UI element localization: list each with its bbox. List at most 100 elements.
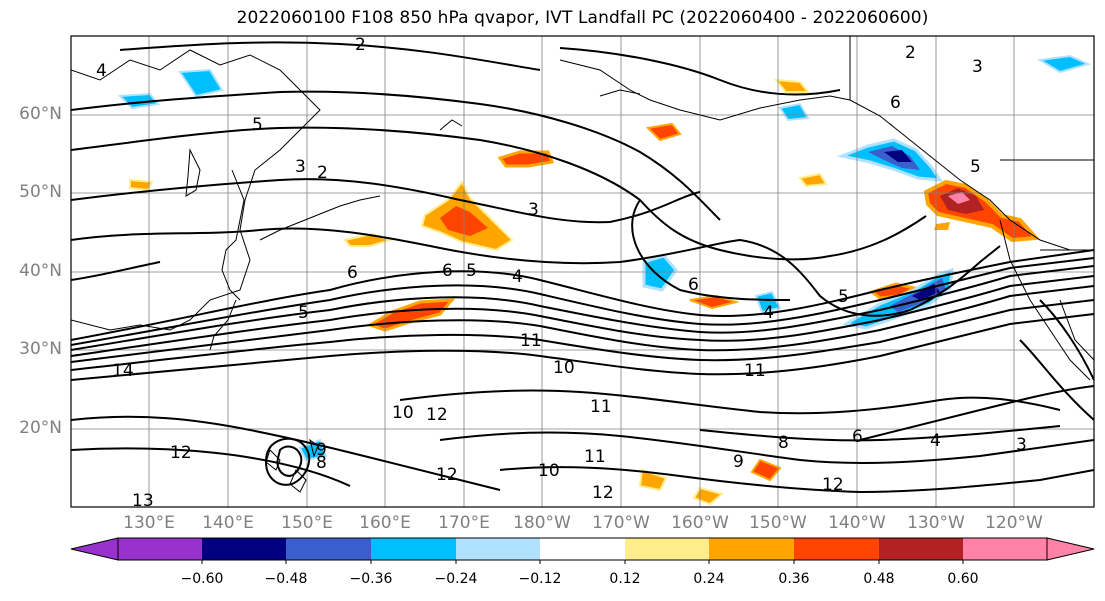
lat-label-20n: 20°N: [19, 418, 62, 438]
positive-anomaly-north: [497, 150, 555, 168]
contour-label: 12: [426, 405, 448, 425]
colorbar-tick-label: −0.24: [434, 571, 478, 587]
contour-label: 10: [538, 461, 560, 481]
positive-anomaly-small-2: [934, 222, 950, 230]
lat-label-30n: 30°N: [19, 339, 62, 359]
contour-label: 14: [112, 361, 134, 381]
colorbar-tick-label: 0.60: [947, 571, 979, 587]
map-area: [71, 36, 1094, 507]
contour-labels: 2 2 2 3 3 3 3 4 4 4 4 5 5 5 5 5 6 6 6 6 …: [96, 35, 1027, 511]
contour-label: 9: [733, 452, 744, 472]
colorbar-bin-1: [118, 538, 202, 560]
contour-label: 2: [355, 35, 366, 55]
coastlines: [71, 36, 1094, 493]
negative-anomaly-gulf: [778, 102, 810, 122]
colorbar-tick-label: 0.36: [778, 571, 810, 587]
contour-label: 6: [852, 427, 863, 447]
colorbar-bin-7: [625, 538, 709, 560]
contour-label: 6: [890, 93, 901, 113]
positive-anomaly-coast-peak: [948, 192, 970, 204]
lon-label-140w: 140°W: [828, 513, 886, 533]
colorbar-bin-8: [709, 538, 794, 560]
contour-label: 6: [442, 261, 453, 281]
positive-anomaly-small-6: [129, 178, 154, 192]
colorbar-bin-6: [540, 538, 625, 560]
contour-label: 8: [316, 453, 327, 473]
contour-label: 4: [930, 431, 941, 451]
contour-label: 12: [436, 465, 458, 485]
colorbar-bin-9: [794, 538, 879, 560]
contour-label: 8: [778, 433, 789, 453]
contour-label: 4: [512, 267, 523, 287]
positive-anomaly-small-4: [750, 458, 782, 482]
lat-label-60n: 60°N: [19, 104, 62, 124]
colorbar-bin-5: [456, 538, 540, 560]
lat-label-40n: 40°N: [19, 261, 62, 281]
contour-label: 3: [972, 57, 983, 77]
colorbar-tick-label: −0.36: [349, 571, 393, 587]
colorbar-bin-3: [286, 538, 371, 560]
negative-anomaly-coast-deep: [884, 150, 912, 162]
colorbar-bin-4: [371, 538, 456, 560]
colorbar-extend-low: [70, 537, 119, 561]
contour-label: 3: [1016, 435, 1027, 455]
lon-label-160e: 160°E: [359, 513, 411, 533]
contour-label: 6: [688, 275, 699, 295]
contour-label: 4: [763, 303, 774, 323]
contour-label: 5: [252, 115, 263, 135]
colorbar-extend-high: [1046, 537, 1095, 561]
colorbar-tick-label: −0.48: [264, 571, 308, 587]
negative-anomaly-nw-2: [178, 68, 224, 98]
contour-label: 3: [528, 200, 539, 220]
negative-anomaly-sw: [841, 267, 954, 330]
contour-label: 2: [905, 43, 916, 63]
lon-label-150w: 150°W: [749, 513, 807, 533]
colorbar-bin-2: [202, 538, 286, 560]
contour-label: 12: [592, 483, 614, 503]
contour-label: 5: [970, 157, 981, 177]
contour-label: 6: [347, 263, 358, 283]
colorbar-tick-label: 0.12: [609, 571, 641, 587]
contour-label: 11: [520, 331, 542, 351]
lon-label-120w: 120°W: [985, 513, 1043, 533]
contour-lines: [71, 41, 1094, 494]
colorbar-tick-label: −0.60: [180, 571, 224, 587]
lon-label-130e: 130°E: [123, 513, 175, 533]
contour-label: 5: [466, 261, 477, 281]
positive-anomaly-gulf: [645, 122, 682, 142]
contour-label: 11: [590, 397, 612, 417]
positive-anomaly-small-7: [692, 486, 725, 506]
colorbar: [70, 537, 1095, 564]
contour-label: 5: [838, 287, 849, 307]
contour-label: 10: [553, 358, 575, 378]
contour-label: 12: [822, 475, 844, 495]
colorbar-tick-label: 0.24: [693, 571, 725, 587]
contour-label: 11: [584, 447, 606, 467]
map-frame: [70, 35, 1095, 508]
contour-label: 10: [392, 403, 414, 423]
lat-label-50n: 50°N: [19, 182, 62, 202]
gridlines: [71, 36, 1094, 507]
contour-label: 5: [298, 303, 309, 323]
positive-anomaly-small-5: [798, 172, 828, 188]
lon-label-160w: 160°W: [671, 513, 729, 533]
lon-label-180w: 180°W: [513, 513, 571, 533]
colorbar-bin-11: [963, 538, 1047, 560]
contour-label: 9: [316, 440, 327, 460]
contour-label: 2: [317, 163, 328, 183]
lon-label-170e: 170°E: [438, 513, 490, 533]
chart-title: 2022060100 F108 850 hPa qvapor, IVT Land…: [236, 8, 929, 28]
contour-label: 11: [744, 361, 766, 381]
contour-label: 13: [132, 491, 154, 511]
negative-anomaly-aleutian: [1037, 54, 1091, 74]
positive-anomaly-small-3: [638, 468, 668, 492]
negative-anomaly-sw-deep: [912, 284, 940, 300]
contour-label: 12: [170, 443, 192, 463]
positive-anomaly-small-1: [689, 294, 740, 310]
contour-label: 3: [295, 157, 306, 177]
lon-label-140e: 140°E: [202, 513, 254, 533]
lon-label-170w: 170°W: [592, 513, 650, 533]
colorbar-tick-label: −0.12: [518, 571, 562, 587]
lon-label-130w: 130°W: [907, 513, 965, 533]
